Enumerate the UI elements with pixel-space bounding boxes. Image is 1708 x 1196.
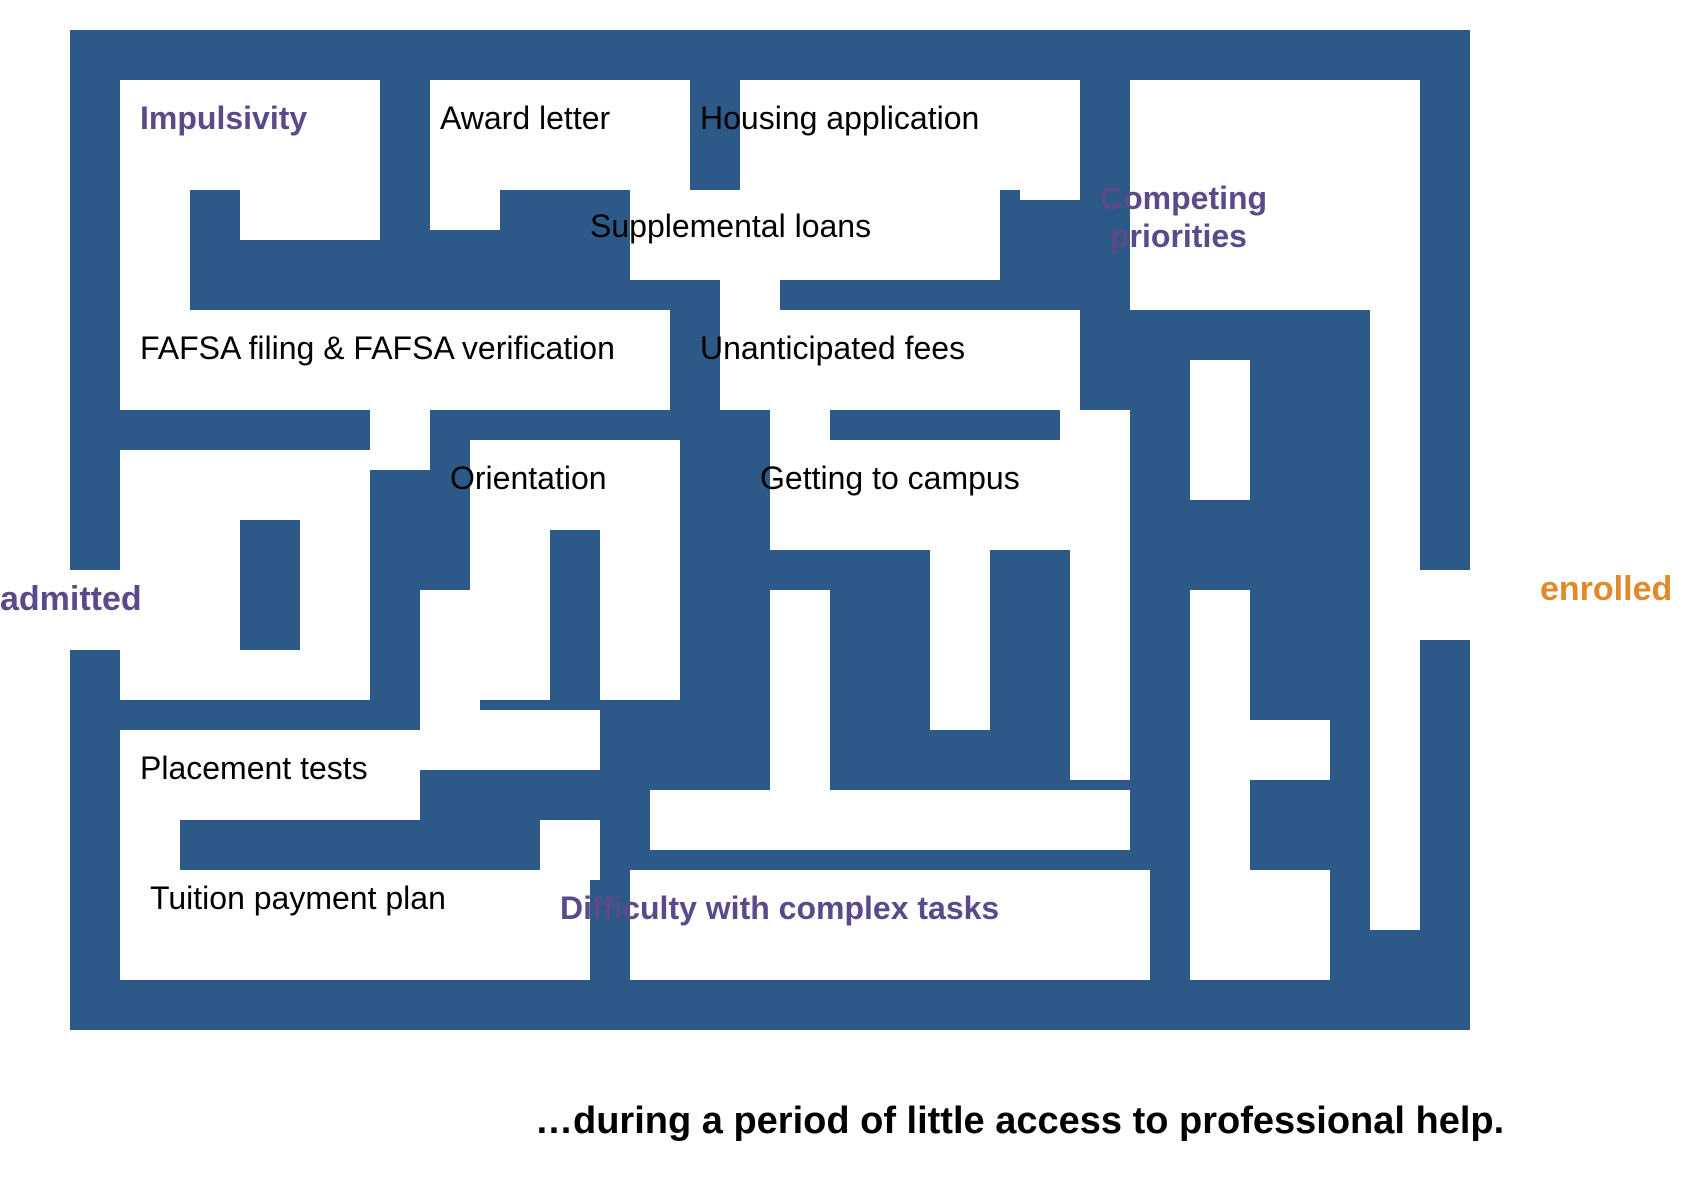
maze-passage [370, 410, 430, 470]
task-label: Award letter [440, 100, 610, 137]
maze-passage [430, 140, 500, 230]
maze-passage [1370, 310, 1420, 930]
task-label: Tuition payment plan [150, 880, 446, 917]
exit-label: enrolled [1540, 570, 1672, 609]
barrier-label-complex-tasks: Difficulty with complex tasks [560, 890, 999, 927]
diagram-stage: admitted enrolled Impulsivity Competing … [0, 0, 1708, 1196]
maze-passage [1190, 590, 1250, 880]
maze-passage [650, 790, 1130, 850]
maze-passage [1190, 360, 1250, 500]
maze-passage [540, 820, 600, 880]
barrier-label-competing-line2: priorities [1110, 218, 1247, 255]
maze-passage [1190, 870, 1330, 980]
maze-passage [240, 190, 380, 240]
maze-passage [1060, 410, 1130, 450]
maze-wall-stub [840, 630, 890, 760]
maze-passage [120, 190, 190, 330]
maze-passage [1070, 550, 1130, 780]
task-label: Getting to campus [760, 460, 1020, 497]
task-label: Housing application [700, 100, 979, 137]
maze-passage [1020, 140, 1080, 200]
caption-text: …during a period of little access to pro… [535, 1100, 1504, 1143]
maze-passage [420, 710, 600, 770]
maze-passage [770, 410, 830, 450]
task-label: Unanticipated fees [700, 330, 965, 367]
barrier-label-competing-line1: Competing [1100, 180, 1267, 217]
maze-exit [1420, 570, 1470, 640]
entrance-label: admitted [0, 580, 142, 619]
task-label: FAFSA filing & FAFSA verification [140, 330, 615, 367]
maze-passage [930, 550, 990, 730]
task-label: Placement tests [140, 750, 368, 787]
maze-passage [120, 650, 370, 700]
maze-passage [545, 140, 690, 190]
maze-passage [1250, 720, 1330, 780]
maze-wall-stub [550, 530, 600, 700]
maze-passage [720, 280, 780, 320]
task-label: Orientation [450, 460, 607, 497]
barrier-label-impulsivity: Impulsivity [140, 100, 307, 137]
task-label: Supplemental loans [590, 208, 871, 245]
